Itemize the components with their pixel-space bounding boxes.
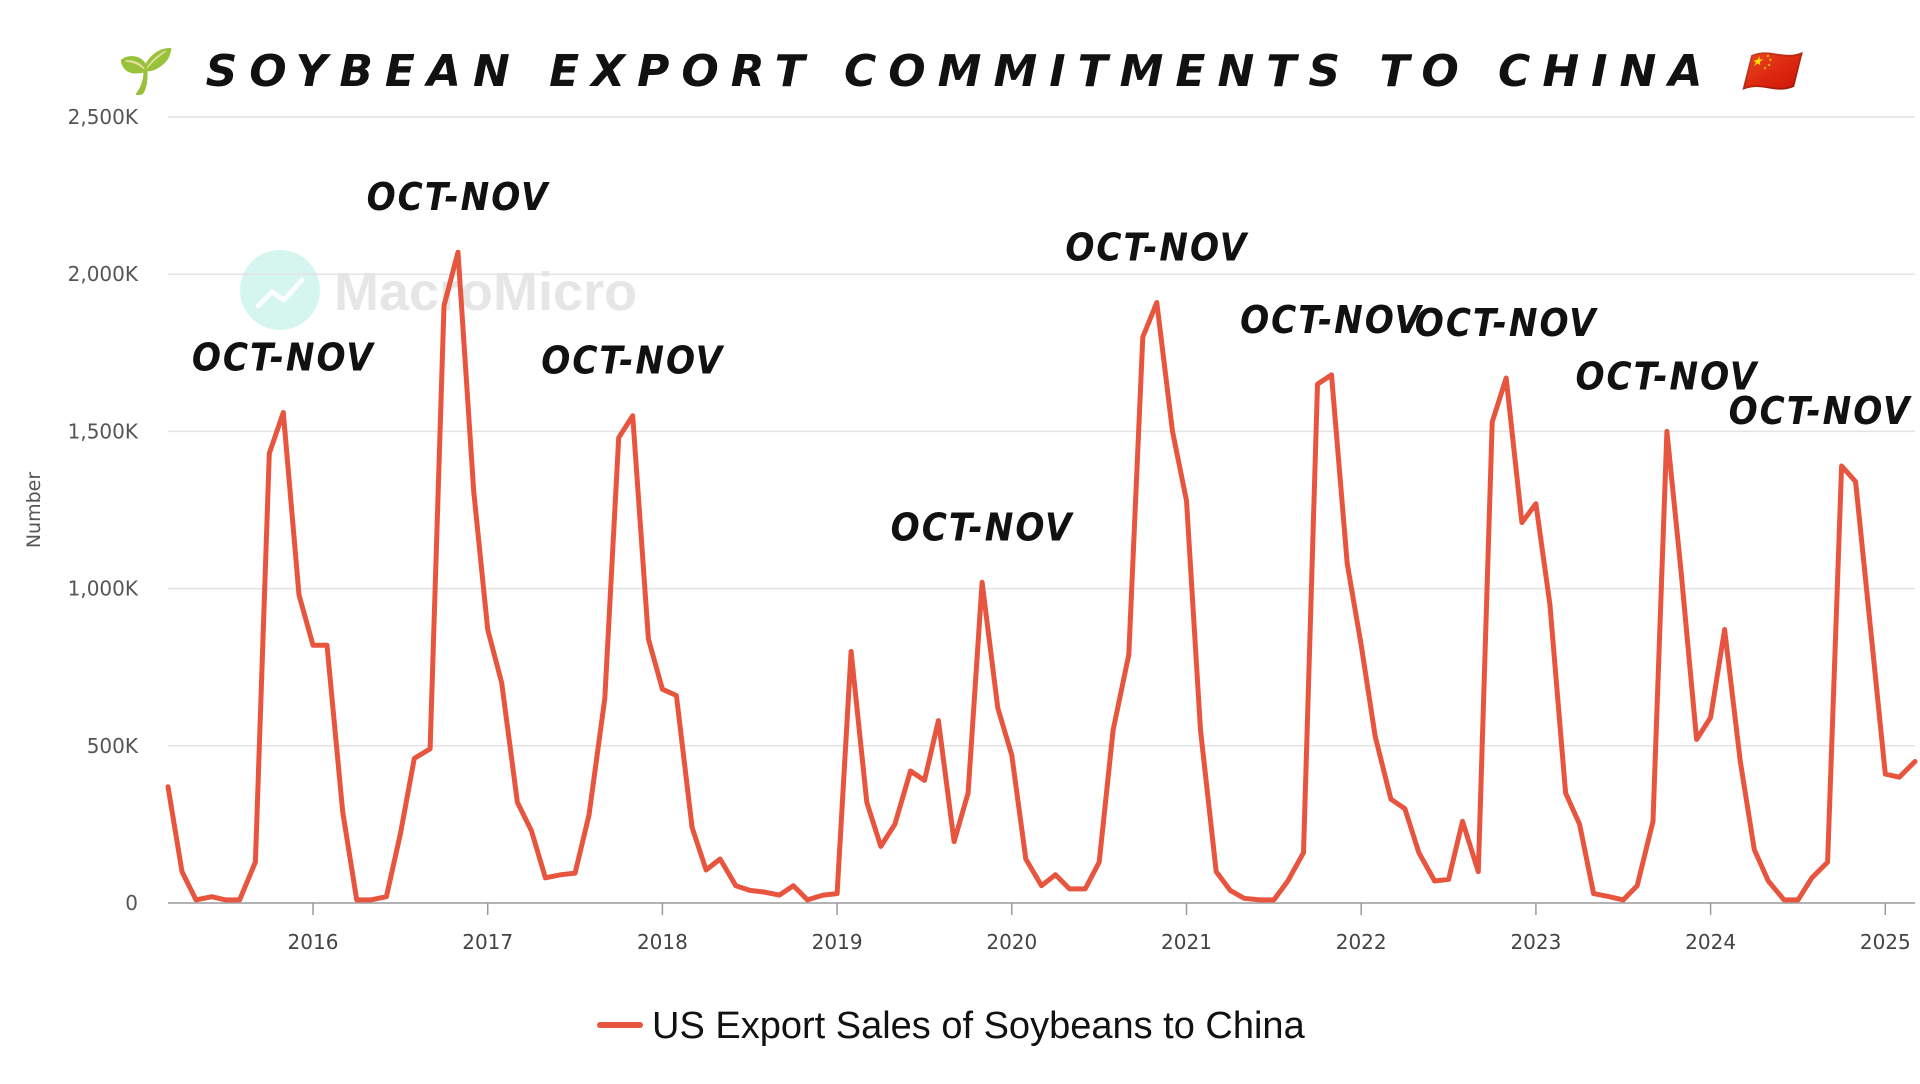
x-tick-label: 2023 — [1510, 930, 1561, 954]
watermark-logo-chart-icon — [255, 277, 305, 309]
y-tick-label: 2,500K — [68, 105, 139, 129]
x-tick-label: 2018 — [637, 930, 688, 954]
x-tick-label: 2021 — [1161, 930, 1212, 954]
x-tick-label: 2017 — [462, 930, 513, 954]
y-tick-label: 0 — [125, 891, 138, 915]
x-axis-ticks: 2016 2017 2018 2019 2020 2021 2022 2023 2024 2025 — [288, 903, 1911, 954]
y-tick-label: 1,000K — [68, 577, 139, 601]
y-tick-label: 1,500K — [68, 419, 139, 443]
y-axis-ticks: 0 500K 1,000K 1,500K 2,000K 2,500K — [68, 105, 139, 915]
annotation-label: OCT-NOV — [1065, 225, 1248, 269]
annotation-label: OCT-NOV — [192, 336, 375, 380]
x-tick-label: 2020 — [986, 930, 1037, 954]
x-tick-label: 2016 — [288, 930, 339, 954]
y-tick-label: 500K — [87, 734, 139, 758]
legend-label: US Export Sales of Soybeans to China — [652, 1005, 1306, 1047]
chart-title: 🌱 SOYBEAN EXPORT COMMITMENTS TO CHINA 🇨🇳 — [109, 46, 1808, 97]
x-tick-label: 2019 — [812, 930, 863, 954]
x-tick-label: 2022 — [1336, 930, 1387, 954]
watermark-text: MacroMicro — [334, 262, 637, 322]
annotation-label: OCT-NOV — [367, 175, 550, 219]
watermark-logo-icon — [240, 250, 320, 330]
series-line — [165, 249, 1918, 903]
legend[interactable]: US Export Sales of Soybeans to China — [597, 1005, 1306, 1047]
y-axis-label: Number — [23, 472, 45, 549]
annotation-label: OCT-NOV — [1575, 354, 1758, 398]
annotation-label: OCT-NOV — [891, 505, 1074, 549]
annotation-label: OCT-NOV — [1415, 301, 1598, 345]
series-group — [165, 249, 1918, 903]
x-tick-label: 2024 — [1685, 930, 1736, 954]
annotation-label: OCT-NOV — [1240, 298, 1423, 342]
x-tick-label: 2025 — [1860, 930, 1911, 954]
annotation-label: OCT-NOV — [541, 339, 724, 383]
annotations: OCT-NOVOCT-NOVOCT-NOVOCT-NOVOCT-NOVOCT-N… — [192, 175, 1912, 549]
y-tick-label: 2,000K — [68, 262, 139, 286]
annotation-label: OCT-NOV — [1729, 389, 1912, 433]
watermark: MacroMicro — [240, 250, 637, 330]
